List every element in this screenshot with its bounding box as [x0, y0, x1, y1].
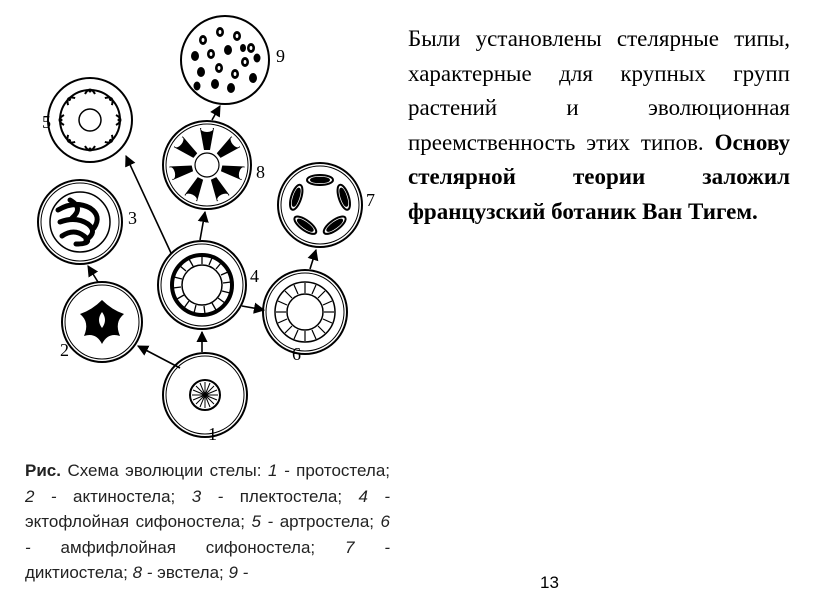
node-9-atactostele	[181, 16, 269, 104]
figure-caption: Рис. Схема эволюции стелы: 1 - протостел…	[25, 458, 390, 586]
label-8: 8	[256, 162, 265, 182]
caption-t2: актиностела;	[73, 487, 192, 506]
label-7: 7	[366, 190, 375, 210]
caption-i7: 7 -	[345, 538, 390, 557]
main-paragraph: Были установлены стелярные типы, характе…	[408, 22, 790, 229]
caption-t8: эвстела;	[157, 563, 228, 582]
label-9: 9	[276, 46, 285, 66]
caption-i1: 1 -	[268, 461, 296, 480]
caption-i4: 4 -	[358, 487, 390, 506]
caption-ris: Рис.	[25, 461, 67, 480]
label-3: 3	[128, 208, 137, 228]
node-8-eustele	[163, 121, 251, 209]
node-6-amphi-siphonostele	[263, 270, 347, 354]
caption-i2: 2 -	[25, 487, 73, 506]
caption-t7: диктиостела;	[25, 563, 133, 582]
caption-t4: эктофлойная сифоностела;	[25, 512, 252, 531]
caption-body: Схема эволюции стелы:	[67, 461, 268, 480]
page-number: 13	[540, 573, 559, 593]
caption-i3: 3 -	[192, 487, 240, 506]
label-2: 2	[60, 340, 69, 360]
caption-i8: 8 -	[133, 563, 158, 582]
node-7-dictyostele	[278, 163, 362, 247]
caption-t6: амфифлойная сифоностела;	[61, 538, 345, 557]
label-1: 1	[208, 424, 217, 444]
caption-i5: 5 -	[252, 512, 280, 531]
label-4: 4	[250, 266, 259, 286]
stele-evolution-diagram: 1 2 3 4 5 6 7 8 9	[30, 10, 380, 445]
caption-t5: артростела;	[280, 512, 381, 531]
node-5-arthrostele	[48, 78, 132, 162]
node-3-plectostele	[38, 180, 122, 264]
label-5: 5	[42, 112, 51, 132]
caption-t1: протостела;	[296, 461, 390, 480]
caption-t3: плектостела;	[240, 487, 359, 506]
node-4-ecto-siphonostele	[158, 241, 246, 329]
label-6: 6	[292, 344, 301, 364]
caption-i9: 9 -	[228, 563, 248, 582]
node-2-actinostele	[62, 282, 142, 362]
